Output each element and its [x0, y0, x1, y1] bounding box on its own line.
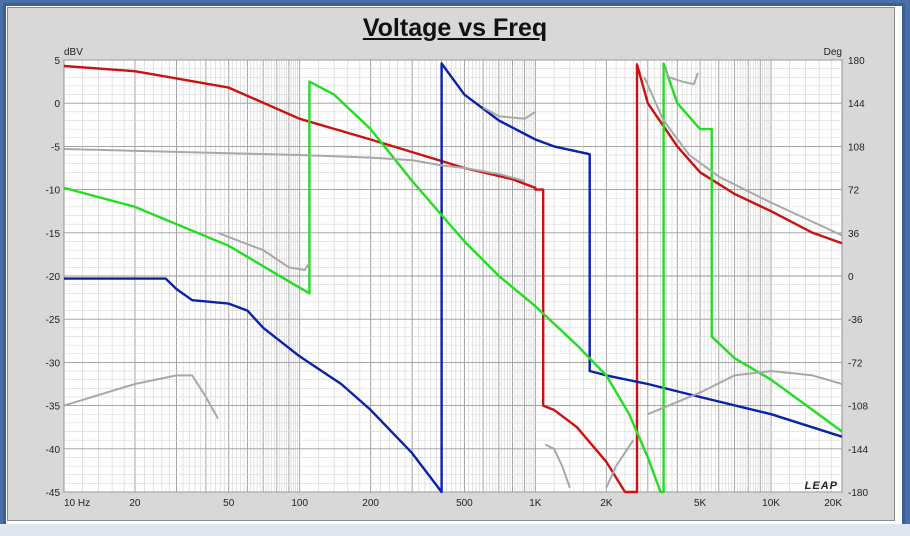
series-gray-line-7 [544, 443, 571, 489]
x-tick-label: 100 [291, 498, 308, 509]
y2-tick-label: -108 [848, 402, 868, 413]
x-tick-label: 20K [824, 498, 842, 509]
leap-logo: LEAP [805, 480, 838, 492]
series-green-line-2 [63, 62, 843, 494]
series-lines [63, 62, 843, 494]
y2-tick-label: -144 [848, 445, 868, 456]
series-gray-line-3 [63, 148, 525, 182]
y-tick-label: -10 [46, 186, 61, 197]
series-gray-line-5 [217, 231, 311, 271]
series-gray-line-6 [482, 106, 536, 120]
x-tick-label: 200 [362, 498, 379, 509]
y2-tick-label: 144 [848, 99, 865, 110]
x-tick-label: 20 [129, 498, 141, 509]
y2-tick-label: 72 [848, 186, 860, 197]
y2-tick-label: 36 [848, 229, 860, 240]
x-tick-label: 500 [456, 498, 473, 509]
y-tick-label: -40 [46, 445, 61, 456]
series-gray-line-9 [647, 370, 843, 416]
y-axis-title: dBV [64, 47, 83, 58]
y-tick-label: -45 [46, 488, 61, 499]
y2-axis-labels: 180 144 108 72 36 0 -36 -72 -108 -144 -180 [848, 56, 868, 499]
y-tick-label: -30 [46, 358, 61, 369]
y-tick-label: -35 [46, 402, 61, 413]
x-tick-label: 50 [223, 498, 235, 509]
y-tick-label: 0 [54, 99, 60, 110]
y2-axis-title: Deg [824, 47, 842, 58]
series-blue-line-1 [64, 62, 843, 494]
y-tick-label: -25 [46, 315, 61, 326]
x-tick-label: 2K [600, 498, 613, 509]
y2-tick-label: 0 [848, 272, 854, 283]
window-bottom-edge [0, 524, 910, 536]
series-gray-line-8 [605, 439, 635, 489]
chart-title: Voltage vs Freq [362, 14, 548, 42]
x-tick-label: 1K [529, 498, 542, 509]
y2-tick-label: 180 [848, 56, 865, 67]
x-axis-labels: 10 Hz 20 50 100 200 500 1K 2K 5K 10K 20K [64, 498, 842, 509]
y2-tick-label: -36 [848, 315, 863, 326]
y2-tick-label: -72 [848, 358, 863, 369]
series-gray-line-10 [662, 68, 699, 86]
y-tick-label: -5 [51, 142, 60, 153]
y-tick-label: 5 [54, 56, 60, 67]
x-tick-label: 5K [694, 498, 707, 509]
x-tick-label: 10 Hz [64, 498, 90, 509]
y-tick-label: -20 [46, 272, 61, 283]
series-red-line-0 [63, 63, 843, 494]
y-tick-label: -15 [46, 229, 61, 240]
series-gray-line-4 [63, 374, 219, 420]
y2-tick-label: 108 [848, 142, 865, 153]
x-tick-label: 10K [762, 498, 780, 509]
y-axis-labels: 5 0 -5 -10 -15 -20 -25 -30 -35 -40 -45 [46, 56, 61, 499]
y2-tick-label: -180 [848, 488, 868, 499]
series-gray-line-11 [643, 76, 843, 237]
